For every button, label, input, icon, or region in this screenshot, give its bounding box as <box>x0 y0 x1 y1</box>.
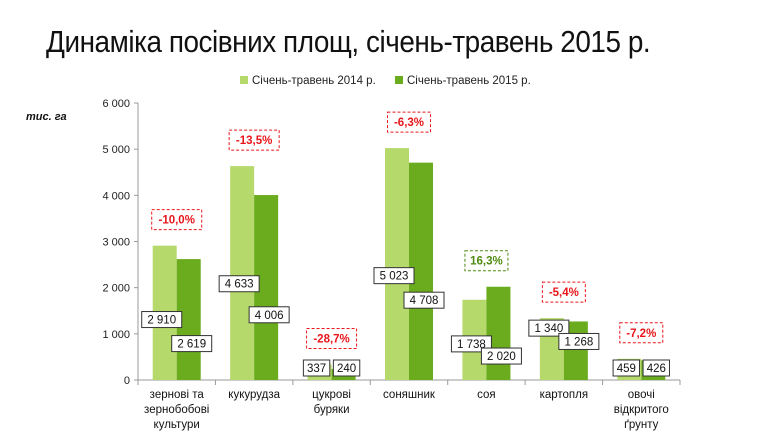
data-label-box <box>171 335 213 353</box>
y-tick-label: 6 000 <box>102 98 130 110</box>
data-label: 1 268 <box>564 336 593 348</box>
data-label: 4 633 <box>225 279 254 291</box>
x-category-label: кукурудза <box>228 389 280 401</box>
change-label: -5,4% <box>549 287 579 299</box>
data-label-box <box>302 359 331 377</box>
change-label: -28,7% <box>313 333 349 345</box>
data-label: 4 006 <box>255 310 284 322</box>
data-label: 1 738 <box>457 339 486 351</box>
y-tick-label: 5 000 <box>102 144 130 156</box>
data-label: 2 910 <box>147 315 176 327</box>
data-label-box <box>558 332 600 350</box>
data-label: 337 <box>307 363 326 375</box>
change-label-box <box>306 327 358 349</box>
data-label: 4 708 <box>410 295 439 307</box>
data-label-box <box>332 359 361 377</box>
unit-label: тис. га <box>26 111 67 123</box>
data-label: 426 <box>647 363 666 375</box>
legend-entry: Січень-травень 2014 р. <box>252 75 376 87</box>
change-label-box <box>387 111 431 133</box>
x-category-label: ґрунту <box>624 419 658 431</box>
x-category-label: картопля <box>540 389 589 401</box>
change-label: -13,5% <box>236 135 272 147</box>
data-label: 2 619 <box>177 339 206 351</box>
legend-entry: Січень-травень 2015 р. <box>407 75 531 87</box>
change-label: -7,2% <box>626 328 656 340</box>
data-label: 5 023 <box>380 271 409 283</box>
bar <box>486 286 511 380</box>
x-category-label: цукрові <box>312 389 351 401</box>
y-tick-label: 4 000 <box>102 190 130 202</box>
data-label-box <box>403 291 445 309</box>
bar <box>230 166 255 380</box>
change-label-box <box>541 281 586 303</box>
y-tick-label: 3 000 <box>102 237 130 249</box>
y-tick-label: 2 000 <box>102 283 130 295</box>
x-category-label: соняшник <box>383 389 436 401</box>
data-label-box <box>642 359 670 377</box>
legend-swatch <box>240 76 248 84</box>
change-label-box <box>228 129 280 151</box>
data-label: 459 <box>617 363 636 375</box>
data-label-box <box>141 311 183 329</box>
x-category-label: культури <box>154 419 200 431</box>
page-title: Динаміка посівних площ, січень-травень 2… <box>46 24 651 59</box>
x-category-label: буряки <box>314 404 350 416</box>
data-label-box <box>218 275 260 293</box>
bar <box>385 148 409 380</box>
change-label-box <box>619 322 664 344</box>
legend-swatch <box>395 76 403 84</box>
y-tick-label: 0 <box>124 375 130 387</box>
x-category-label: овочі <box>628 389 655 401</box>
data-label-box <box>373 267 415 285</box>
x-category-label: зернові та <box>150 389 205 401</box>
change-label: 16,3% <box>470 256 503 268</box>
change-label: -10,0% <box>158 215 194 227</box>
x-category-label: відкритого <box>614 404 669 416</box>
x-category-label: зернобобові <box>144 404 209 416</box>
change-label-box <box>464 250 509 272</box>
change-label: -6,3% <box>394 117 424 129</box>
data-label: 240 <box>337 363 356 375</box>
data-label-box <box>528 319 570 337</box>
data-label-box <box>612 359 640 377</box>
y-tick-label: 1 000 <box>102 329 130 341</box>
data-label: 2 020 <box>487 351 516 363</box>
change-label-box <box>151 209 203 231</box>
x-category-label: соя <box>477 389 496 401</box>
data-label-box <box>480 347 522 365</box>
data-label: 1 340 <box>534 323 563 335</box>
data-label-box <box>248 306 290 324</box>
